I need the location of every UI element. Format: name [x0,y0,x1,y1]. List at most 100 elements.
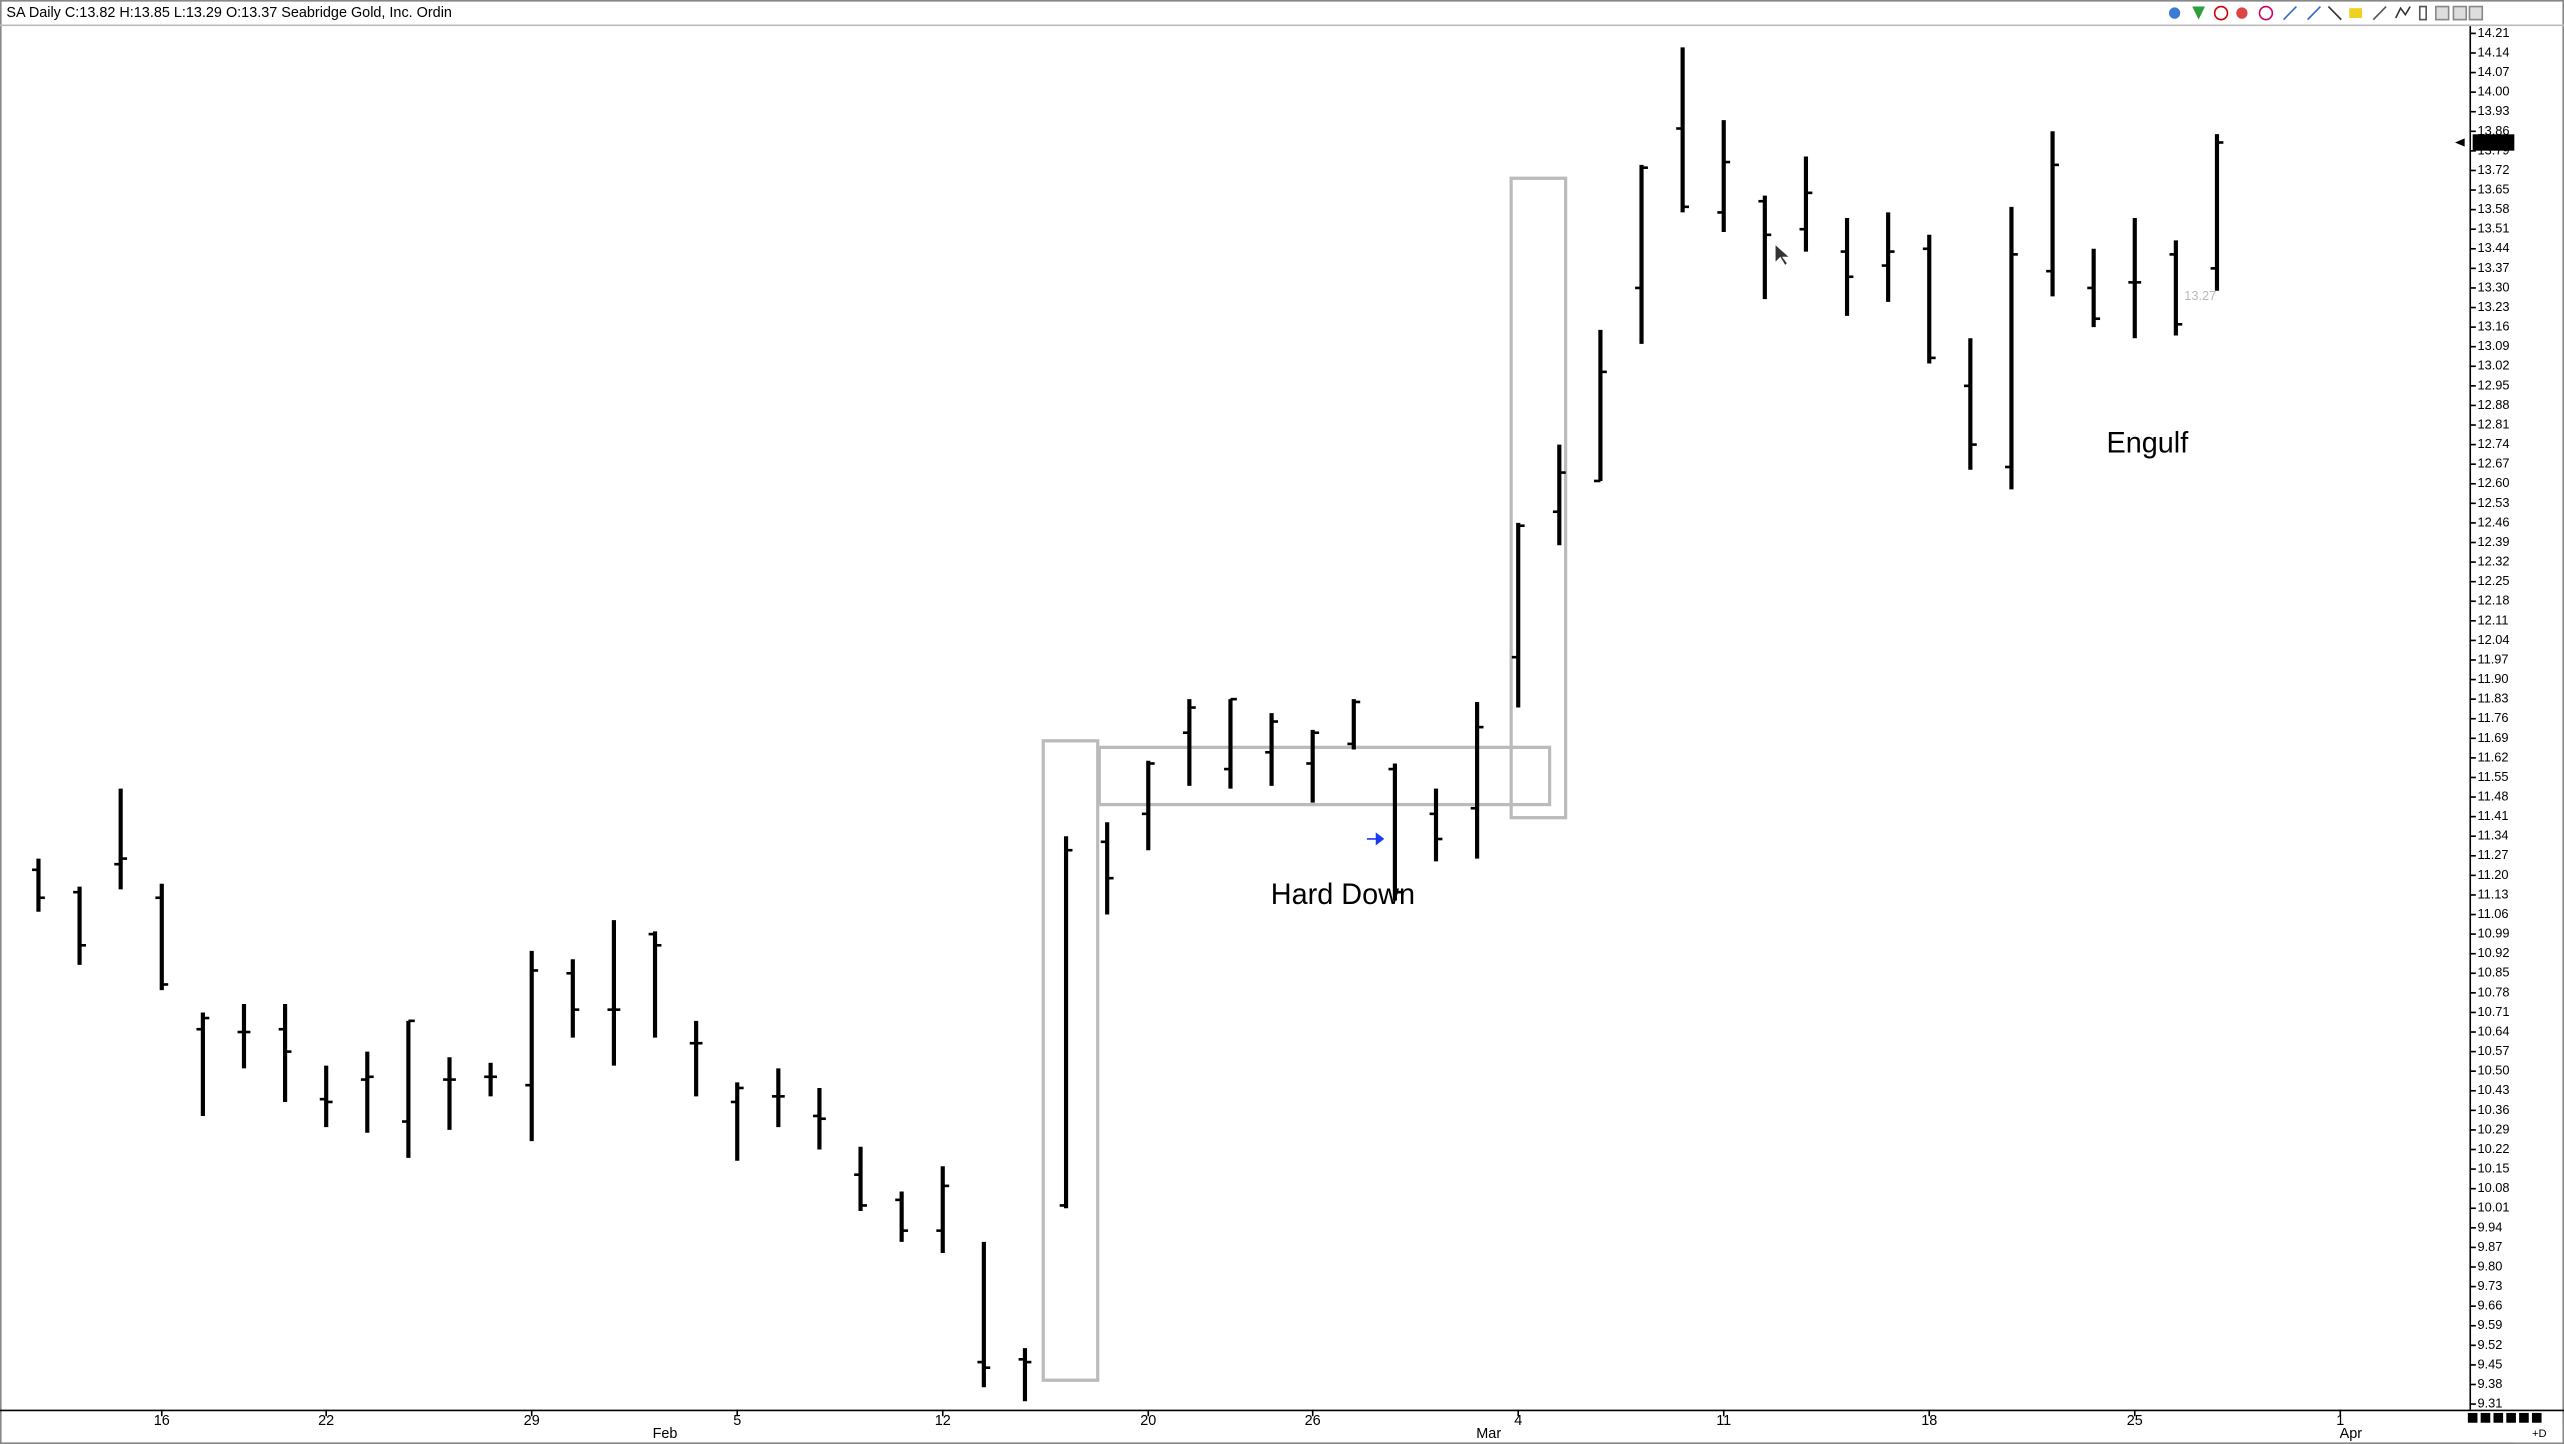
y-tick-label: 9.31 [2477,1395,2502,1410]
tool-icon[interactable] [2349,8,2363,18]
y-tick-label: 11.97 [2477,651,2508,666]
y-tick-label: 13.44 [2477,240,2509,255]
y-tick-label: 13.72 [2477,162,2509,177]
x-tick-label: 20 [1140,1413,1156,1429]
arrow-marker [1366,832,1385,846]
y-tick-label: 9.73 [2477,1278,2502,1293]
annotation-text: Hard Down [1271,879,1415,911]
y-tick-label: 14.00 [2477,83,2509,98]
price-marker-label: 13.27 [2184,288,2216,303]
y-tick-label: 11.06 [2477,906,2508,921]
y-tick-label: 12.18 [2477,593,2509,608]
y-tick-label: 12.53 [2477,495,2509,510]
y-tick-label: 11.41 [2477,808,2508,823]
chart-title: SA Daily C:13.82 H:13.85 L:13.29 O:13.37… [6,5,452,21]
x-tick-label: 26 [1305,1413,1321,1429]
tool-icon[interactable] [2282,5,2297,21]
tool-icon[interactable] [2192,6,2206,20]
y-tick-label: 11.55 [2477,769,2508,784]
y-tick-label: 12.81 [2477,416,2509,431]
y-tick-label: 13.58 [2477,201,2509,216]
y-tick-label: 12.04 [2477,632,2509,647]
month-label: Mar [1476,1426,1501,1442]
y-tick-label: 12.32 [2477,553,2509,568]
y-tick-label: 13.30 [2477,279,2509,294]
month-label: Apr [2340,1426,2363,1442]
y-tick-label: 11.27 [2477,847,2508,862]
y-tick-label: 12.74 [2477,436,2509,451]
y-tick-label: 12.67 [2477,456,2509,471]
tool-icon[interactable] [2434,5,2450,21]
last-price-box [2472,134,2515,151]
x-tick-label: 29 [524,1413,540,1429]
y-tick-label: 12.39 [2477,534,2509,549]
y-tick-label: 11.34 [2477,828,2508,843]
tool-icon[interactable] [2307,5,2321,21]
y-tick-label: 12.46 [2477,514,2509,529]
tool-icon[interactable] [2213,5,2229,21]
y-tick-label: 10.85 [2477,965,2509,980]
x-tick-label: 11 [1716,1413,1731,1429]
tool-icon[interactable] [2236,7,2248,19]
x-tick-label: 1 [2336,1413,2344,1429]
y-tick-label: 9.87 [2477,1239,2502,1254]
tool-icon[interactable] [2372,5,2387,21]
y-tick-label: 13.02 [2477,358,2509,373]
annotation-box [1097,745,1552,807]
y-tick-label: 12.95 [2477,377,2509,392]
corner-squares [2467,1412,2542,1423]
tool-icon[interactable] [2418,5,2427,21]
tool-icon[interactable] [2168,7,2181,19]
toolbar[interactable] [2168,5,2484,21]
tool-icon[interactable] [2468,5,2484,21]
y-tick-label: 9.80 [2477,1258,2502,1273]
y-tick-label: 13.23 [2477,299,2509,314]
x-tick-label: 16 [154,1413,170,1429]
y-tick-label: 13.51 [2477,221,2509,236]
y-tick-label: 10.01 [2477,1200,2509,1215]
y-tick-label: 10.57 [2477,1043,2509,1058]
y-tick-label: 10.15 [2477,1160,2509,1175]
y-tick-label: 13.65 [2477,181,2509,196]
y-tick-label: 11.13 [2477,886,2508,901]
cursor [1775,245,1789,265]
annotation-box [1509,176,1568,820]
y-tick-label: 11.83 [2477,690,2508,705]
annotation-box [1041,739,1100,1382]
y-tick-label: 13.16 [2477,318,2509,333]
y-tick-label: 10.64 [2477,1023,2509,1038]
tool-icon[interactable] [2258,5,2274,21]
y-tick-label: 13.93 [2477,103,2509,118]
y-tick-label: 11.90 [2477,671,2508,686]
y-tick-label: 9.45 [2477,1356,2502,1371]
x-tick-label: 4 [1514,1413,1522,1429]
y-tick-label: 10.43 [2477,1082,2509,1097]
tool-icon[interactable] [2327,5,2342,21]
y-tick-label: 13.86 [2477,123,2509,138]
y-tick-label: 11.48 [2477,788,2508,803]
y-tick-label: 11.20 [2477,867,2508,882]
y-tick-label: 12.11 [2477,612,2508,627]
tool-icon[interactable] [2395,6,2411,19]
y-tick-label: 12.60 [2477,475,2509,490]
y-tick-label: 10.36 [2477,1102,2509,1117]
y-tick-label: 10.92 [2477,945,2509,960]
y-tick-label: 14.14 [2477,44,2509,59]
x-tick-label: 5 [733,1413,741,1429]
x-tick-label: 22 [318,1413,334,1429]
y-tick-label: 10.29 [2477,1121,2509,1136]
y-tick-label: 11.76 [2477,710,2508,725]
month-label: Feb [653,1426,678,1442]
y-tick-label: 13.09 [2477,338,2509,353]
y-tick-label: 10.08 [2477,1180,2509,1195]
y-tick-label: 9.59 [2477,1317,2502,1332]
x-tick-label: 25 [2127,1413,2143,1429]
x-tick-label: 12 [935,1413,951,1429]
tool-icon[interactable] [2452,5,2468,21]
y-tick-label: 9.94 [2477,1219,2502,1234]
y-tick-label: 10.50 [2477,1063,2509,1078]
y-tick-label: 14.21 [2477,25,2509,40]
